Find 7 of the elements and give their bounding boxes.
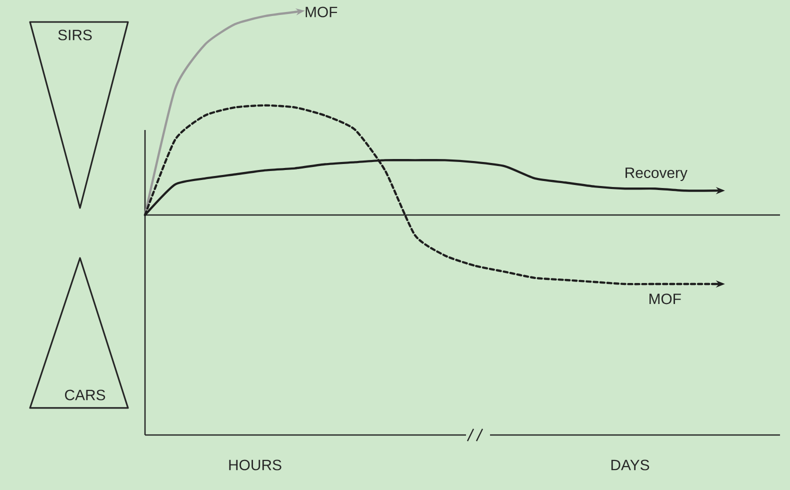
text: CARS xyxy=(65,390,106,400)
legend-label: MOF xyxy=(306,6,338,18)
text: DAYS xyxy=(611,460,650,470)
series-label: MOF xyxy=(650,294,681,304)
text: SIRS xyxy=(58,30,92,40)
series-label: Recovery xyxy=(626,168,688,182)
text: HOURS xyxy=(229,460,282,470)
